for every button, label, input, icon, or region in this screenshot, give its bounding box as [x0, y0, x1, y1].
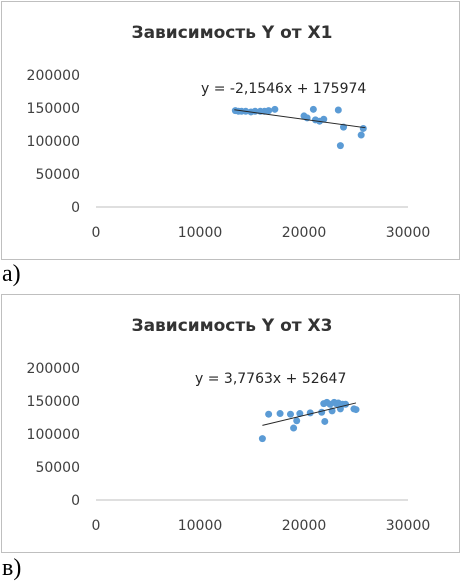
data-point [286, 410, 294, 418]
subfigure-label-b: в) [2, 555, 22, 581]
data-point [276, 410, 284, 418]
x-tick-label: 20000 [282, 518, 327, 534]
data-point [258, 435, 266, 443]
chart-title: Зависимость Y от X3 [132, 316, 333, 336]
data-point [265, 410, 273, 418]
y-tick-label: 200000 [27, 361, 80, 377]
x-tick-label: 0 [92, 225, 101, 241]
chart-panel-x1: Зависимость Y от X1 0 50000 100000 150000 200… [1, 1, 460, 260]
chart-x3: Зависимость Y от X3050000100000150000200… [27, 316, 431, 534]
y-tick-label: 50000 [35, 460, 80, 476]
subfigure-label-a: а) [2, 261, 21, 287]
y-tick-label: 0 [71, 200, 80, 216]
data-point [352, 406, 360, 414]
data-point [296, 410, 304, 418]
trend-equation: y = 3,7763x + 52647 [195, 371, 346, 387]
trend-equation: y = -2,1546x + 175974 [201, 81, 366, 97]
data-point [334, 106, 342, 114]
data-point [271, 105, 279, 113]
chart-title: Зависимость Y от X1 [132, 23, 333, 43]
x-tick-label: 30000 [386, 518, 431, 534]
y-tick-label: 50000 [35, 167, 80, 183]
data-point [290, 424, 298, 432]
trend-line [262, 402, 357, 426]
x-tick-label: 20000 [282, 225, 327, 241]
data-point [357, 131, 365, 139]
chart-x1: Зависимость Y от X1050000100000150000200… [27, 23, 431, 241]
x-tick-label: 0 [92, 518, 101, 534]
x-tick-label: 10000 [178, 225, 223, 241]
data-point [321, 417, 329, 425]
data-point [265, 107, 273, 115]
data-point [359, 124, 367, 132]
x-tick-label: 10000 [178, 518, 223, 534]
y-tick-label: 200000 [27, 68, 80, 84]
data-point [320, 115, 328, 123]
data-point [342, 400, 350, 408]
data-point [309, 105, 317, 113]
trend-line [234, 109, 366, 129]
chart-panel-x3: Зависимость Y от X3 0 50000 100000 150000 200… [1, 294, 460, 553]
y-tick-label: 150000 [27, 101, 80, 117]
y-tick-label: 100000 [27, 134, 80, 150]
y-tick-label: 150000 [27, 394, 80, 410]
x-tick-label: 30000 [386, 225, 431, 241]
y-tick-label: 0 [71, 493, 80, 509]
data-point [293, 417, 301, 425]
y-tick-label: 100000 [27, 427, 80, 443]
data-point [336, 142, 344, 150]
